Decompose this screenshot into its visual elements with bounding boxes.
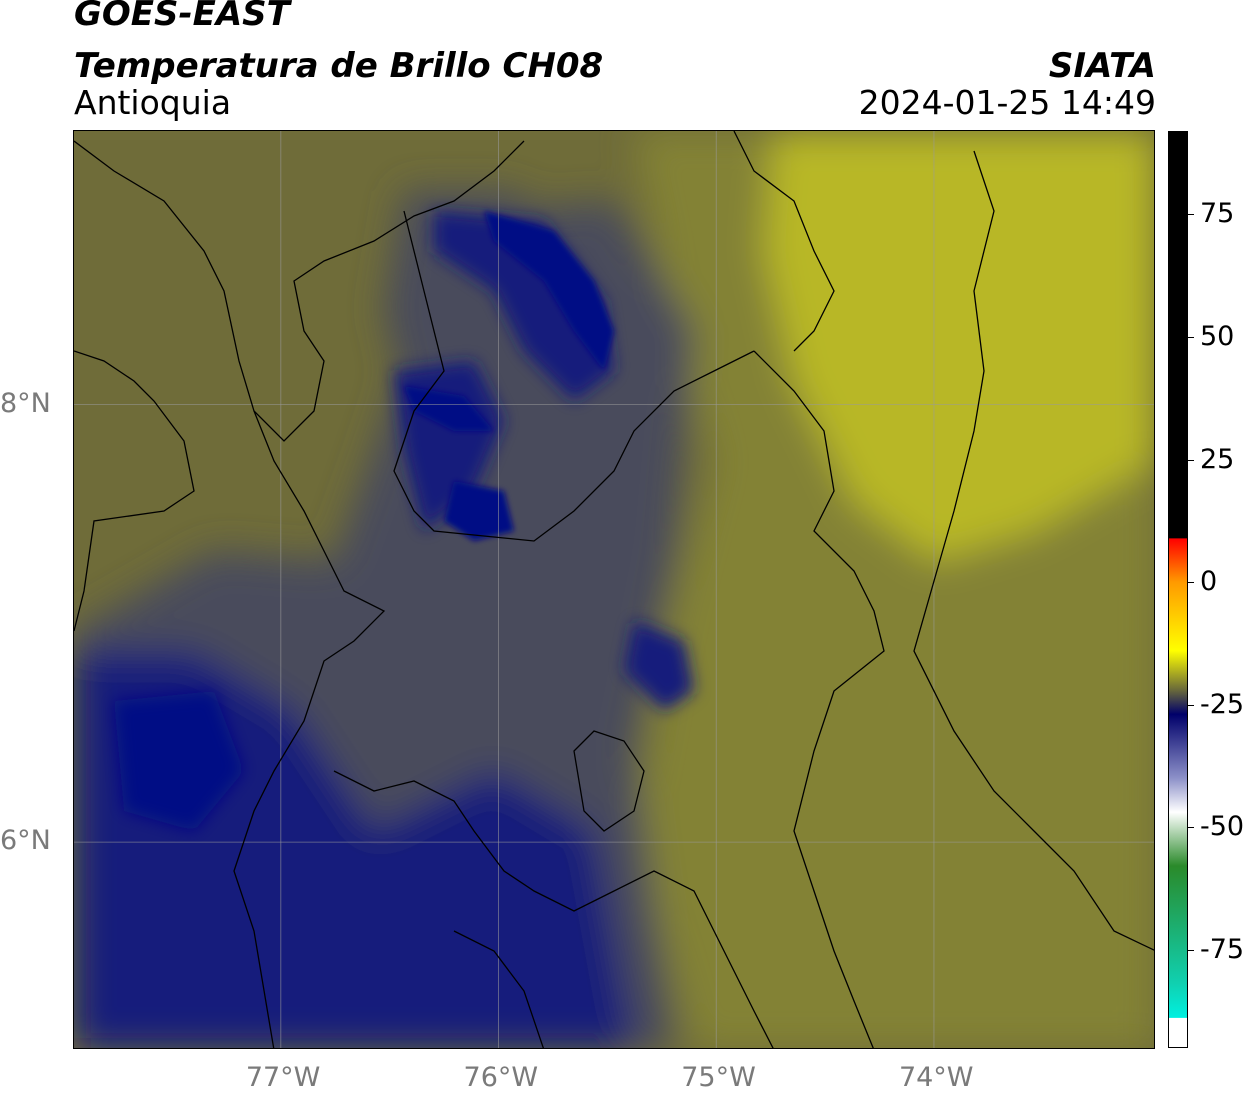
- colorbar-tick-label: 75: [1200, 198, 1235, 230]
- lon-tick-label: 75°W: [681, 1062, 756, 1093]
- cold-navy-south: [374, 771, 634, 1048]
- timestamp-label: 2024-01-25 14:49: [858, 83, 1156, 122]
- colorbar-tick-mark: [1188, 336, 1194, 338]
- yellow-band-northeast: [974, 151, 1154, 251]
- lat-tick-label: 6°N: [0, 825, 51, 857]
- colorbar-tick-label: 25: [1200, 443, 1235, 475]
- department-border-west: [233, 410, 386, 1048]
- map-panel[interactable]: [73, 130, 1155, 1049]
- colorbar-tick-label: 50: [1200, 320, 1235, 352]
- colorbar: [1168, 131, 1188, 1048]
- coastline-choco-pacific: [74, 350, 195, 632]
- colorbar-tick-label: 0: [1200, 566, 1218, 598]
- colorbar-fill: [1169, 132, 1187, 1047]
- colorbar-tick-mark: [1188, 704, 1194, 706]
- satellite-title: GOES-EAST: [74, 0, 290, 34]
- colorbar-tick-label: -50: [1200, 811, 1245, 843]
- region-label: Antioquia: [74, 83, 232, 122]
- colorbar-tick-mark: [1188, 214, 1194, 216]
- gridlines: [74, 131, 1154, 1048]
- cloud-top-streak-1: [484, 211, 614, 371]
- department-border-antioquia-north: [393, 210, 755, 542]
- colorbar-gradient: [1169, 132, 1187, 1047]
- colorbar-tick-mark: [1188, 827, 1194, 829]
- cloud-top-streak-2: [404, 386, 494, 431]
- agency-label: SIATA: [1048, 46, 1156, 86]
- colorbar-tick-mark: [1188, 949, 1194, 951]
- coastline-gulf-uraba: [74, 140, 525, 442]
- department-border-far-east: [913, 150, 1154, 951]
- colorbar-tick-label: -75: [1200, 933, 1245, 965]
- colorbar-tick-mark: [1188, 582, 1194, 584]
- lon-tick-label: 76°W: [463, 1062, 539, 1093]
- product-title: Temperatura de Brillo CH08: [74, 46, 604, 86]
- department-border-south: [333, 770, 774, 1048]
- convective-cell-east: [624, 621, 694, 711]
- political-borders: [74, 131, 1154, 1048]
- department-border-east: [753, 350, 885, 1048]
- cloud-top-streak-3: [444, 481, 514, 541]
- department-border-northeast: [733, 131, 835, 352]
- lon-tick-label: 74°W: [898, 1062, 974, 1093]
- colorbar-tick-label: -25: [1200, 688, 1245, 720]
- cold-spot-southwest: [114, 691, 244, 831]
- brightness-temperature-map: [74, 131, 1154, 1048]
- municipal-cluster-south: [573, 730, 645, 832]
- department-border-southwest: [453, 930, 545, 1048]
- lon-tick-label: 77°W: [245, 1062, 321, 1093]
- lat-tick-label: 8°N: [0, 387, 51, 419]
- colorbar-tick-mark: [1188, 459, 1194, 461]
